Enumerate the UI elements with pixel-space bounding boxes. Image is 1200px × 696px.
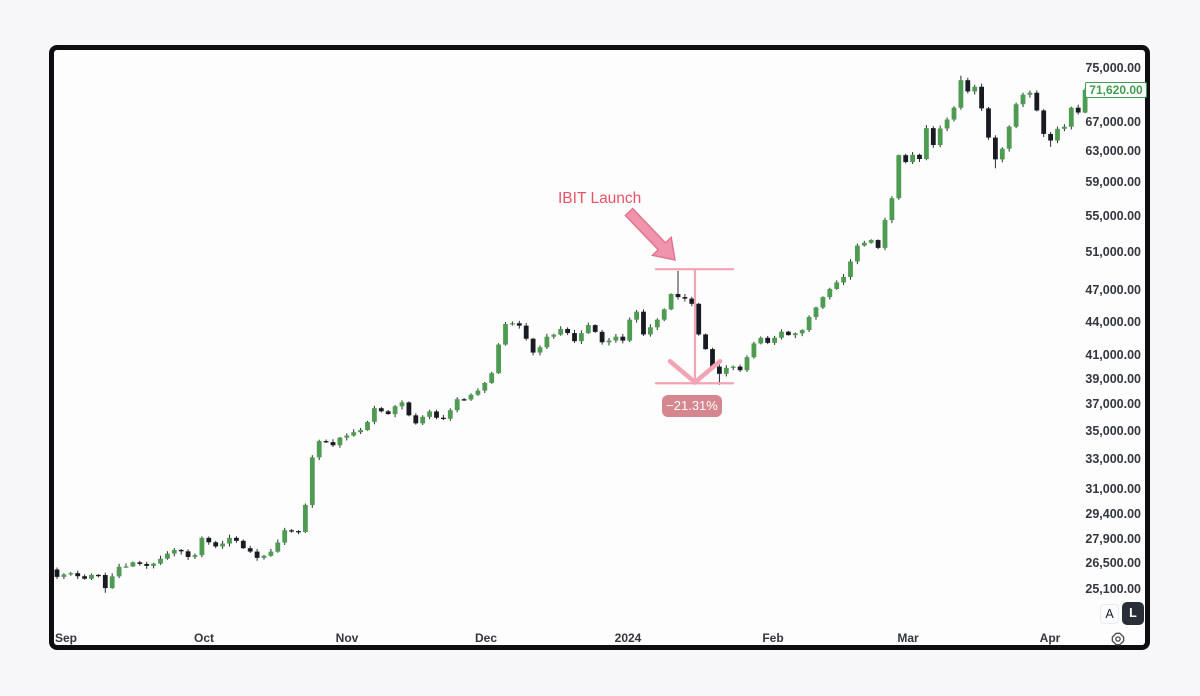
auto-scale-button[interactable]: A — [1100, 604, 1119, 624]
log-scale-button[interactable]: L — [1122, 602, 1144, 625]
price-range-badge[interactable]: −21.31% — [662, 395, 722, 418]
current-price-label: 71,620.00 — [1085, 81, 1147, 98]
axis-settings-gear-icon[interactable] — [1110, 631, 1126, 647]
candlestick-chart[interactable] — [54, 50, 1145, 645]
chart-card: 75,000.00 67,000.00 63,000.00 59,000.00 55,0… — [49, 45, 1150, 650]
ibit-launch-annotation[interactable]: IBIT Launch — [558, 190, 642, 207]
gear-center — [1115, 636, 1121, 642]
gear-outline — [1111, 632, 1125, 646]
